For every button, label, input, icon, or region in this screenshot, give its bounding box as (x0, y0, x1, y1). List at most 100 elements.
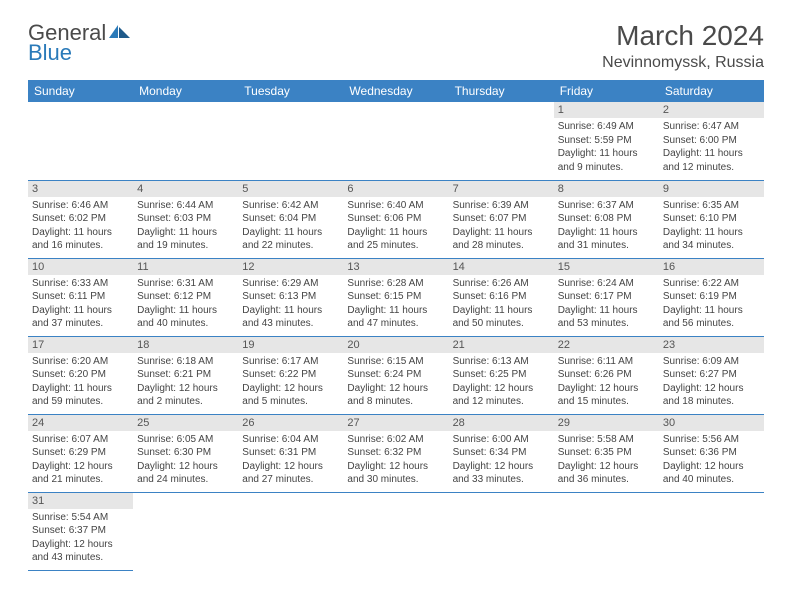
month-title: March 2024 (602, 20, 764, 52)
day-number: 11 (133, 259, 238, 275)
calendar-week-row: 1Sunrise: 6:49 AMSunset: 5:59 PMDaylight… (28, 102, 764, 180)
calendar-day-cell: 7Sunrise: 6:39 AMSunset: 6:07 PMDaylight… (449, 180, 554, 258)
calendar-body: 1Sunrise: 6:49 AMSunset: 5:59 PMDaylight… (28, 102, 764, 570)
weekday-header: Monday (133, 80, 238, 102)
day-number: 2 (659, 102, 764, 118)
calendar-day-cell: 2Sunrise: 6:47 AMSunset: 6:00 PMDaylight… (659, 102, 764, 180)
day-details: Sunrise: 6:11 AMSunset: 6:26 PMDaylight:… (554, 353, 659, 411)
day-number: 25 (133, 415, 238, 431)
day-number: 15 (554, 259, 659, 275)
day-number: 27 (343, 415, 448, 431)
day-number: 23 (659, 337, 764, 353)
calendar-day-cell: 11Sunrise: 6:31 AMSunset: 6:12 PMDayligh… (133, 258, 238, 336)
calendar-week-row: 24Sunrise: 6:07 AMSunset: 6:29 PMDayligh… (28, 414, 764, 492)
calendar-day-cell (554, 492, 659, 570)
day-details: Sunrise: 5:58 AMSunset: 6:35 PMDaylight:… (554, 431, 659, 489)
day-details: Sunrise: 6:05 AMSunset: 6:30 PMDaylight:… (133, 431, 238, 489)
weekday-header: Sunday (28, 80, 133, 102)
day-number: 1 (554, 102, 659, 118)
day-number: 18 (133, 337, 238, 353)
calendar-day-cell: 3Sunrise: 6:46 AMSunset: 6:02 PMDaylight… (28, 180, 133, 258)
weekday-header-row: Sunday Monday Tuesday Wednesday Thursday… (28, 80, 764, 102)
day-number: 31 (28, 493, 133, 509)
calendar-day-cell: 1Sunrise: 6:49 AMSunset: 5:59 PMDaylight… (554, 102, 659, 180)
calendar-week-row: 10Sunrise: 6:33 AMSunset: 6:11 PMDayligh… (28, 258, 764, 336)
day-number: 3 (28, 181, 133, 197)
day-number: 8 (554, 181, 659, 197)
day-number: 20 (343, 337, 448, 353)
calendar-day-cell: 18Sunrise: 6:18 AMSunset: 6:21 PMDayligh… (133, 336, 238, 414)
day-number: 17 (28, 337, 133, 353)
calendar-week-row: 31Sunrise: 5:54 AMSunset: 6:37 PMDayligh… (28, 492, 764, 570)
calendar-day-cell: 31Sunrise: 5:54 AMSunset: 6:37 PMDayligh… (28, 492, 133, 570)
calendar-day-cell (238, 102, 343, 180)
calendar-day-cell: 10Sunrise: 6:33 AMSunset: 6:11 PMDayligh… (28, 258, 133, 336)
calendar-day-cell (343, 492, 448, 570)
day-details: Sunrise: 6:37 AMSunset: 6:08 PMDaylight:… (554, 197, 659, 255)
calendar-day-cell: 30Sunrise: 5:56 AMSunset: 6:36 PMDayligh… (659, 414, 764, 492)
day-details: Sunrise: 6:20 AMSunset: 6:20 PMDaylight:… (28, 353, 133, 411)
day-details: Sunrise: 6:44 AMSunset: 6:03 PMDaylight:… (133, 197, 238, 255)
day-details: Sunrise: 6:13 AMSunset: 6:25 PMDaylight:… (449, 353, 554, 411)
calendar-day-cell: 12Sunrise: 6:29 AMSunset: 6:13 PMDayligh… (238, 258, 343, 336)
page-header: GeneralBlue March 2024 Nevinnomyssk, Rus… (28, 20, 764, 72)
day-details: Sunrise: 5:56 AMSunset: 6:36 PMDaylight:… (659, 431, 764, 489)
day-details: Sunrise: 6:17 AMSunset: 6:22 PMDaylight:… (238, 353, 343, 411)
day-number: 28 (449, 415, 554, 431)
sail-icon (108, 20, 132, 46)
calendar-day-cell (28, 102, 133, 180)
day-details: Sunrise: 6:24 AMSunset: 6:17 PMDaylight:… (554, 275, 659, 333)
day-number: 29 (554, 415, 659, 431)
day-details: Sunrise: 6:40 AMSunset: 6:06 PMDaylight:… (343, 197, 448, 255)
calendar-day-cell: 29Sunrise: 5:58 AMSunset: 6:35 PMDayligh… (554, 414, 659, 492)
calendar-day-cell (133, 492, 238, 570)
day-number: 16 (659, 259, 764, 275)
day-number: 9 (659, 181, 764, 197)
day-number: 13 (343, 259, 448, 275)
day-details: Sunrise: 6:07 AMSunset: 6:29 PMDaylight:… (28, 431, 133, 489)
day-number: 30 (659, 415, 764, 431)
calendar-day-cell: 26Sunrise: 6:04 AMSunset: 6:31 PMDayligh… (238, 414, 343, 492)
calendar-day-cell: 16Sunrise: 6:22 AMSunset: 6:19 PMDayligh… (659, 258, 764, 336)
calendar-day-cell (238, 492, 343, 570)
calendar-day-cell: 8Sunrise: 6:37 AMSunset: 6:08 PMDaylight… (554, 180, 659, 258)
calendar-day-cell: 19Sunrise: 6:17 AMSunset: 6:22 PMDayligh… (238, 336, 343, 414)
day-details: Sunrise: 6:04 AMSunset: 6:31 PMDaylight:… (238, 431, 343, 489)
weekday-header: Thursday (449, 80, 554, 102)
weekday-header: Friday (554, 80, 659, 102)
day-number: 21 (449, 337, 554, 353)
day-details: Sunrise: 6:00 AMSunset: 6:34 PMDaylight:… (449, 431, 554, 489)
day-number: 7 (449, 181, 554, 197)
calendar-day-cell (133, 102, 238, 180)
day-details: Sunrise: 6:09 AMSunset: 6:27 PMDaylight:… (659, 353, 764, 411)
day-number: 26 (238, 415, 343, 431)
day-number: 5 (238, 181, 343, 197)
day-number: 4 (133, 181, 238, 197)
calendar-day-cell: 27Sunrise: 6:02 AMSunset: 6:32 PMDayligh… (343, 414, 448, 492)
weekday-header: Tuesday (238, 80, 343, 102)
day-details: Sunrise: 6:28 AMSunset: 6:15 PMDaylight:… (343, 275, 448, 333)
title-block: March 2024 Nevinnomyssk, Russia (602, 20, 764, 72)
calendar-day-cell: 22Sunrise: 6:11 AMSunset: 6:26 PMDayligh… (554, 336, 659, 414)
day-number: 12 (238, 259, 343, 275)
day-details: Sunrise: 5:54 AMSunset: 6:37 PMDaylight:… (28, 509, 133, 567)
calendar-day-cell: 20Sunrise: 6:15 AMSunset: 6:24 PMDayligh… (343, 336, 448, 414)
calendar-day-cell: 17Sunrise: 6:20 AMSunset: 6:20 PMDayligh… (28, 336, 133, 414)
day-details: Sunrise: 6:26 AMSunset: 6:16 PMDaylight:… (449, 275, 554, 333)
calendar-day-cell (449, 102, 554, 180)
calendar-day-cell: 6Sunrise: 6:40 AMSunset: 6:06 PMDaylight… (343, 180, 448, 258)
day-details: Sunrise: 6:15 AMSunset: 6:24 PMDaylight:… (343, 353, 448, 411)
day-details: Sunrise: 6:31 AMSunset: 6:12 PMDaylight:… (133, 275, 238, 333)
calendar-day-cell: 23Sunrise: 6:09 AMSunset: 6:27 PMDayligh… (659, 336, 764, 414)
day-number: 6 (343, 181, 448, 197)
calendar-day-cell: 24Sunrise: 6:07 AMSunset: 6:29 PMDayligh… (28, 414, 133, 492)
logo: GeneralBlue (28, 20, 132, 66)
calendar-day-cell: 28Sunrise: 6:00 AMSunset: 6:34 PMDayligh… (449, 414, 554, 492)
day-details: Sunrise: 6:39 AMSunset: 6:07 PMDaylight:… (449, 197, 554, 255)
calendar-week-row: 17Sunrise: 6:20 AMSunset: 6:20 PMDayligh… (28, 336, 764, 414)
calendar-day-cell (659, 492, 764, 570)
calendar-day-cell: 21Sunrise: 6:13 AMSunset: 6:25 PMDayligh… (449, 336, 554, 414)
day-details: Sunrise: 6:46 AMSunset: 6:02 PMDaylight:… (28, 197, 133, 255)
calendar-day-cell: 4Sunrise: 6:44 AMSunset: 6:03 PMDaylight… (133, 180, 238, 258)
calendar-day-cell: 5Sunrise: 6:42 AMSunset: 6:04 PMDaylight… (238, 180, 343, 258)
